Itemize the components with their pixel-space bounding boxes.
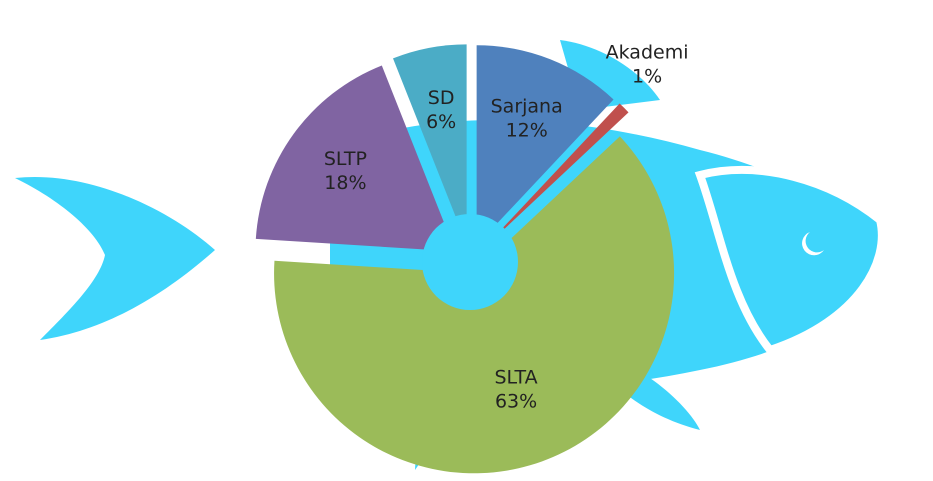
slice-label: SD — [428, 87, 455, 109]
slice-value-label: 12% — [506, 119, 548, 141]
slice-label: SLTP — [324, 148, 367, 170]
pie-slice — [476, 45, 614, 246]
pie-slice — [482, 103, 629, 250]
pie-hole — [422, 214, 518, 310]
pie-slice — [393, 44, 467, 245]
slice-label: Akademi — [606, 41, 689, 63]
slice-value-label: 18% — [324, 172, 366, 194]
slice-value-label: 6% — [426, 111, 456, 133]
slice-label: SLTA — [494, 366, 537, 388]
slice-value-label: 1% — [632, 65, 662, 87]
pie-slice — [255, 65, 456, 252]
slice-label: Sarjana — [491, 95, 563, 117]
slice-value-label: 63% — [495, 390, 537, 412]
